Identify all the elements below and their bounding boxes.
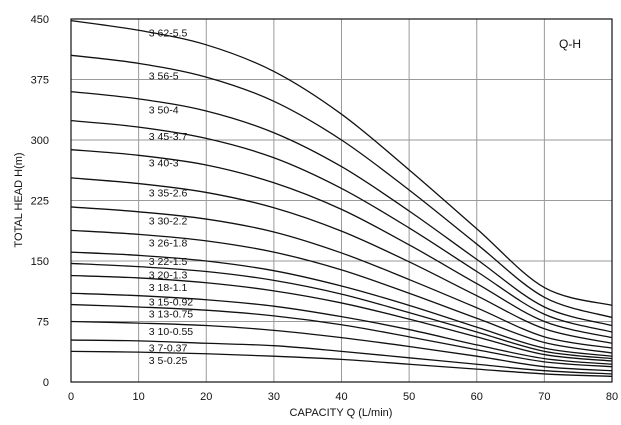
curve-label: 3 40-3	[149, 158, 179, 170]
y-tick-label: 75	[37, 317, 49, 329]
y-tick-label: 150	[31, 256, 49, 268]
x-tick-label: 80	[606, 391, 618, 403]
curve-labels: 3 62-5.5 3 56-5 3 50-4 3 45-3.7 3 40-3 3 35-2…	[149, 28, 194, 368]
plot-frame	[70, 18, 613, 383]
y-tick-label: 225	[31, 196, 49, 208]
curve-310-0_55	[70, 320, 613, 372]
curve-label: 3 26-1.8	[149, 237, 188, 249]
curve-label: 3 22-1.5	[149, 256, 188, 268]
curve-label: 3 50-4	[149, 104, 179, 116]
grid	[71, 19, 612, 382]
x-axis-label: CAPACITY Q (L/min)	[290, 407, 393, 419]
curve-label: 3 7-0.37	[149, 342, 188, 354]
curve-label: 3 62-5.5	[149, 28, 188, 40]
curve-label: 3 18-1.1	[149, 282, 188, 294]
curve-label: 3 35-2.6	[149, 187, 188, 199]
x-tick-label: 60	[471, 391, 483, 403]
x-tick-labels: 0 10 20 30 40 50 60 70 80	[68, 391, 618, 403]
y-axis-label: TOTAL HEAD H(m)	[13, 152, 25, 247]
x-tick-label: 70	[538, 391, 550, 403]
y-tick-labels: 0 75 150 225 300 375 450	[31, 14, 49, 389]
curve-35-0_25	[70, 350, 613, 378]
curve-label: 3 20-1.3	[149, 270, 188, 282]
curve-label: 3 45-3.7	[149, 131, 188, 143]
curve-label: 3 10-0.55	[149, 326, 194, 338]
curve-356-5	[70, 54, 613, 319]
y-tick-label: 0	[43, 377, 49, 389]
y-tick-label: 300	[31, 135, 49, 147]
x-tick-label: 20	[200, 391, 212, 403]
curves	[70, 19, 613, 378]
curve-318-1_1	[70, 274, 613, 362]
curve-315-0_92	[70, 292, 613, 365]
curve-37-0_37	[70, 339, 613, 375]
x-tick-label: 30	[268, 391, 280, 403]
y-tick-label: 375	[31, 75, 49, 87]
curve-label: 3 15-0.92	[149, 296, 194, 308]
chart-tag: Q-H	[559, 37, 581, 51]
curve-label: 3 30-2.2	[149, 216, 188, 228]
curve-335-2_6	[70, 177, 613, 344]
curve-label: 3 5-0.25	[149, 355, 188, 367]
curve-313-0_75	[70, 303, 613, 368]
x-tick-label: 10	[133, 391, 145, 403]
curve-320-1_3	[70, 262, 613, 360]
curve-label: 3 13-0.75	[149, 308, 194, 320]
curve-345-3_7	[70, 119, 613, 333]
curve-350-4	[70, 90, 613, 327]
curve-326-1_8	[70, 229, 613, 354]
x-tick-label: 40	[335, 391, 347, 403]
y-tick-label: 450	[31, 14, 49, 26]
curve-340-3	[70, 149, 613, 339]
curve-label: 3 56-5	[149, 70, 179, 82]
x-tick-label: 50	[403, 391, 415, 403]
curve-362-5_5	[70, 19, 613, 306]
curve-322-1_5	[70, 251, 613, 357]
curve-330-2_2	[70, 206, 613, 349]
x-tick-label: 0	[68, 391, 74, 403]
